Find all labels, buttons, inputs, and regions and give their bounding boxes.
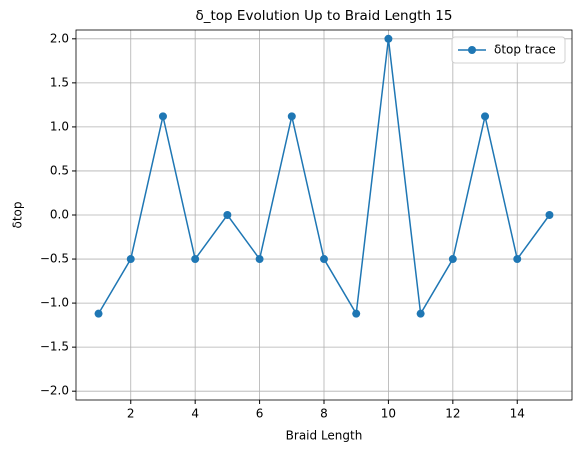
legend-marker	[468, 46, 476, 54]
data-point	[513, 255, 522, 264]
x-tick-label: 12	[445, 407, 460, 421]
y-tick-label: 0.5	[50, 163, 69, 177]
data-point	[320, 255, 328, 264]
plot-frame	[75, 29, 573, 401]
data-point	[384, 34, 393, 43]
y-axis-label: δtop	[11, 201, 25, 228]
data-point	[481, 112, 490, 121]
legend-box	[451, 36, 566, 64]
x-tick-label: 8	[320, 407, 328, 421]
y-tick-label: 1.0	[50, 119, 69, 133]
y-tick-label: 0.0	[50, 208, 69, 222]
y-tick-label: −1.5	[40, 340, 69, 354]
y-tick-label: −1.0	[40, 296, 69, 310]
x-tick-label: 6	[256, 407, 264, 421]
data-point	[545, 211, 554, 219]
data-point	[223, 211, 232, 219]
x-tick-label: 4	[191, 407, 199, 421]
data-point	[158, 112, 167, 121]
x-tick-label: 10	[381, 407, 396, 421]
legend-label: δtop trace	[494, 43, 556, 57]
y-tick-label: 1.5	[50, 75, 69, 89]
y-tick-label: −0.5	[40, 252, 69, 266]
data-point	[352, 309, 361, 318]
data-point	[416, 309, 425, 318]
y-tick-label: −2.0	[40, 384, 69, 398]
x-tick-label: 14	[510, 407, 525, 421]
x-tick-label: 2	[127, 407, 135, 421]
data-point	[191, 255, 200, 264]
x-axis-label: Braid Length	[286, 429, 363, 443]
data-point	[287, 112, 296, 121]
data-point	[448, 255, 457, 264]
chart-title: δ_top Evolution Up to Braid Length 15	[196, 8, 453, 24]
data-point	[126, 255, 135, 264]
data-point	[94, 309, 103, 318]
data-point	[255, 255, 264, 264]
y-tick-label: 2.0	[50, 31, 69, 45]
